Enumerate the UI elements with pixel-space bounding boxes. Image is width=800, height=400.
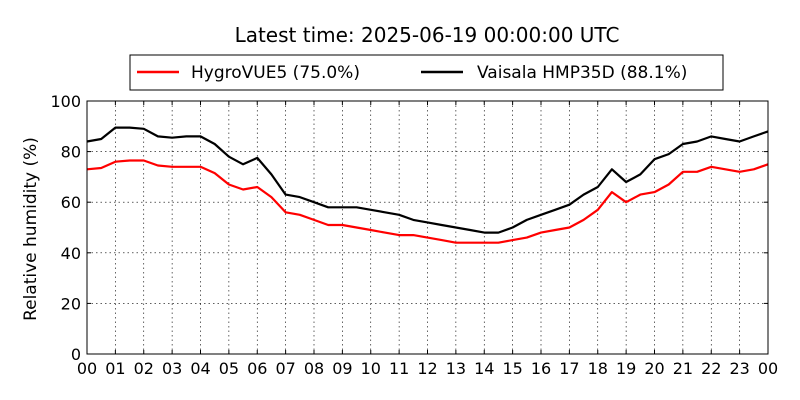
y-tick-label: 40: [61, 244, 81, 263]
x-tick-label: 08: [304, 359, 324, 378]
x-tick-label: 23: [729, 359, 749, 378]
axis-ticks: [86, 100, 769, 355]
x-tick-label: 18: [588, 359, 608, 378]
series-layer: [86, 126, 769, 244]
y-tick-label: 60: [61, 193, 81, 212]
legend-label-0: HygroVUE5 (75.0%): [191, 63, 360, 83]
x-tick-label: 15: [502, 359, 522, 378]
x-tick-label: 16: [531, 359, 551, 378]
x-tick-labels: 00 01 02 03 04 05 06 07 08 09 10 11 12 13 14 15 16 17 18 19…: [77, 359, 778, 378]
y-tick-label: 80: [61, 143, 81, 162]
x-tick-label: 09: [332, 359, 352, 378]
y-tick-labels: 0 20 40 60 80 100: [50, 92, 81, 364]
y-tick-label: 20: [61, 294, 81, 313]
x-tick-label: 01: [105, 359, 125, 378]
legend-label-1: Vaisala HMP35D (88.1%): [477, 63, 687, 83]
x-tick-label: 10: [361, 359, 381, 378]
y-axis-label: Relative humidity (%): [21, 137, 41, 321]
chart-title: Latest time: 2025-06-19 00:00:00 UTC: [235, 23, 620, 47]
grid-lines: [87, 101, 768, 354]
x-tick-label: 14: [474, 359, 494, 378]
y-tick-label: 0: [71, 345, 81, 364]
x-tick-label: 19: [616, 359, 636, 378]
x-tick-label: 03: [162, 359, 182, 378]
series-line-0: [86, 159, 769, 244]
x-tick-label: 22: [701, 359, 721, 378]
x-tick-label: 04: [190, 359, 210, 378]
x-tick-label: 07: [275, 359, 295, 378]
x-tick-label: 13: [446, 359, 466, 378]
x-tick-label: 02: [134, 359, 154, 378]
x-tick-label: 11: [389, 359, 409, 378]
x-tick-label: 00: [758, 359, 778, 378]
legend: HygroVUE5 (75.0%) Vaisala HMP35D (88.1%): [129, 54, 724, 91]
x-tick-label: 12: [417, 359, 437, 378]
y-tick-label: 100: [50, 92, 81, 111]
series-line-1: [86, 126, 769, 234]
x-tick-label: 20: [644, 359, 664, 378]
x-tick-label: 00: [77, 359, 97, 378]
x-tick-label: 21: [673, 359, 693, 378]
x-tick-label: 05: [219, 359, 239, 378]
x-tick-label: 17: [559, 359, 579, 378]
x-tick-label: 06: [247, 359, 267, 378]
